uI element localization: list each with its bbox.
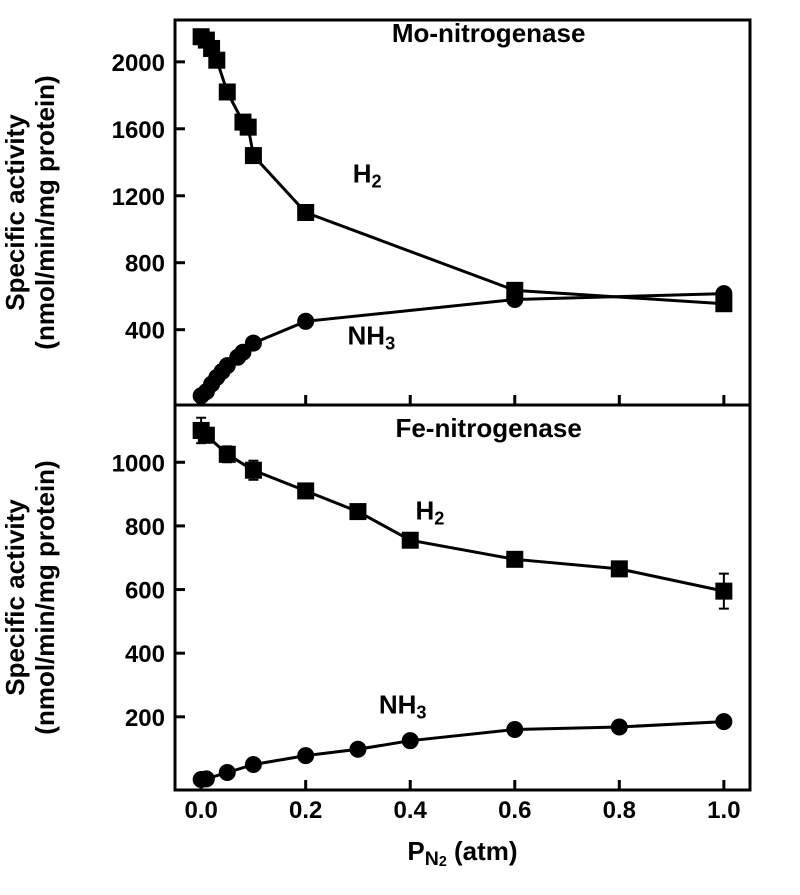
x-tick-label: 0.0 [184, 797, 217, 824]
series-label-nh3: NH3 [379, 690, 427, 723]
y-tick-label: 1200 [112, 184, 165, 211]
y-tick-label: 400 [125, 318, 165, 345]
marker-square [716, 583, 732, 599]
marker-square [198, 427, 214, 443]
y-tick-label: 800 [125, 251, 165, 278]
series-label-h2: H2 [353, 158, 382, 191]
panel-fe: 0.0 0.2 0.4 0.6 0.8 1.0 200 400 600 800 1000 H2 NH3 F… [112, 405, 750, 824]
y-tick-label: 600 [125, 578, 165, 605]
x-axis-label: PN2 (atm) [407, 836, 517, 870]
x-tick-label: 0.4 [394, 797, 428, 824]
plot-border [175, 20, 750, 405]
marker-circle [611, 719, 627, 735]
series-label-h2: H2 [415, 496, 444, 529]
marker-square [219, 84, 235, 100]
marker-circle [350, 741, 366, 757]
y-tick-label: 800 [125, 514, 165, 541]
series-line-h2 [201, 430, 724, 591]
marker-square [240, 119, 256, 135]
marker-square [507, 551, 523, 567]
marker-square [209, 52, 225, 68]
x-tick-label: 0.2 [289, 797, 322, 824]
figure-container: 400 800 1200 1600 2000 H2 NH3 Mo-nitrogenase 0.0… [0, 0, 800, 895]
series-line-nh3 [201, 722, 724, 780]
y-tick-label: 400 [125, 641, 165, 668]
x-tick-label: 1.0 [707, 797, 740, 824]
marker-square [245, 148, 261, 164]
y-tick-label: 2000 [112, 50, 165, 77]
x-tick-label: 0.8 [603, 797, 636, 824]
panel-title: Fe-nitrogenase [395, 413, 581, 443]
series-line-h2 [201, 37, 724, 304]
panel-mo: 400 800 1200 1600 2000 H2 NH3 Mo-nitrogenase [112, 18, 750, 405]
marker-circle [716, 286, 732, 302]
series-line-nh3 [201, 294, 724, 396]
marker-square [350, 504, 366, 520]
marker-circle [716, 714, 732, 730]
marker-circle [219, 765, 235, 781]
x-tick-label: 0.6 [498, 797, 531, 824]
marker-circle [198, 771, 214, 787]
marker-square [298, 205, 314, 221]
marker-circle [507, 292, 523, 308]
marker-square [219, 446, 235, 462]
y-tick-label: 1600 [112, 117, 165, 144]
marker-square [298, 483, 314, 499]
panel-title: Mo-nitrogenase [392, 18, 586, 48]
marker-square [402, 532, 418, 548]
y-axis-label: Specific activity(nmol/min/mg protein) [0, 460, 60, 734]
y-tick-label: 200 [125, 705, 165, 732]
marker-square [245, 462, 261, 478]
y-tick-label: 1000 [112, 450, 165, 477]
chart-svg: 400 800 1200 1600 2000 H2 NH3 Mo-nitrogenase 0.0… [0, 0, 800, 895]
marker-square [611, 561, 627, 577]
marker-circle [298, 313, 314, 329]
marker-circle [245, 335, 261, 351]
y-axis-label: Specific activity(nmol/min/mg protein) [0, 75, 60, 349]
marker-circle [402, 733, 418, 749]
series-label-nh3: NH3 [348, 321, 396, 354]
marker-circle [298, 748, 314, 764]
marker-circle [507, 722, 523, 738]
marker-circle [245, 757, 261, 773]
